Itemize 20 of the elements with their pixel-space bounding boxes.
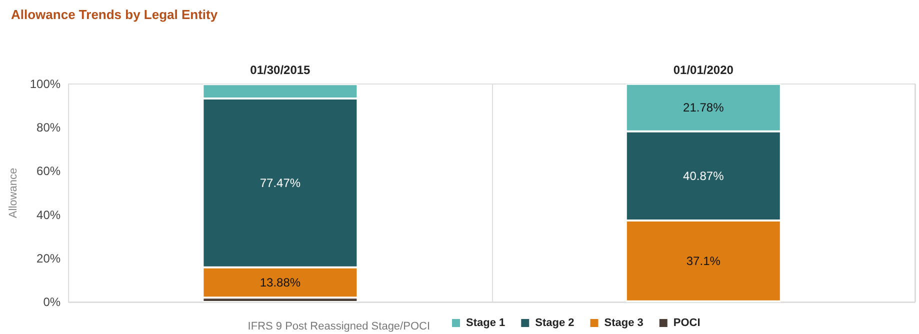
y-tick-label: 80% (36, 120, 61, 135)
chart-title: Allowance Trends by Legal Entity (11, 7, 218, 22)
y-tick-label: 100% (30, 77, 61, 91)
data-label: 13.88% (260, 276, 301, 290)
data-label: 37.1% (686, 254, 721, 268)
x-tick-label: 01/01/2020 (673, 63, 734, 77)
y-tick-label: 0% (43, 295, 61, 309)
y-tick-label: 20% (36, 251, 61, 266)
y-tick-label: 60% (36, 164, 61, 178)
data-label: 40.87% (683, 168, 724, 183)
y-axis-title: Allowance (8, 168, 20, 218)
data-label: 77.47% (260, 176, 301, 190)
legend-label: Stage 2 (535, 317, 574, 329)
legend-label: POCI (673, 317, 700, 329)
x-tick-label: 01/30/2015 (250, 63, 311, 77)
legend-label: Stage 1 (466, 317, 506, 329)
legend-label: Stage 3 (604, 317, 644, 329)
data-label: 21.78% (683, 100, 724, 115)
legend-title: IFRS 9 Post Reassigned Stage/POCI (248, 320, 430, 332)
y-tick-label: 40% (36, 208, 61, 222)
